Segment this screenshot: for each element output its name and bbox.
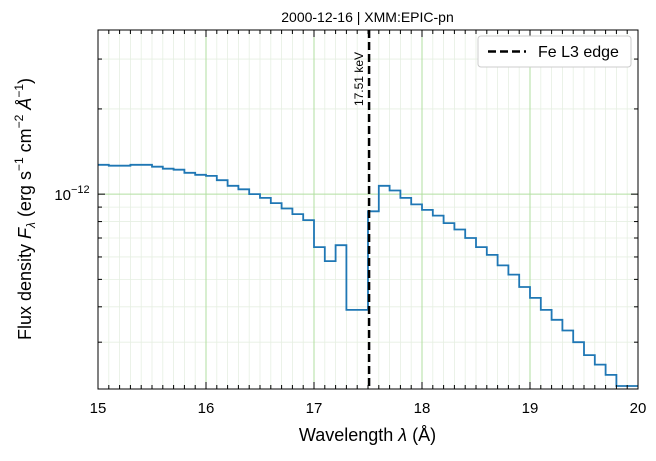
fe-l3-edge-label: 17.51 keV [352,52,366,106]
x-tick-label: 20 [630,400,647,417]
series-step-line [98,163,638,387]
legend: Fe L3 edge [477,35,632,68]
legend-label-fe-l3-edge: Fe L3 edge [538,44,619,61]
annotation-layer: 17.51 keV [352,30,371,389]
ticks-layer: 15 16 17 18 19 20 10−12 [54,30,646,417]
y-axis-label: Flux density Fλ (erg s−1 cm−2 Å−1) [12,78,38,340]
series-layer [98,163,638,387]
x-tick-label: 19 [522,400,539,417]
x-axis-label: Wavelength λ (Å) [299,425,436,445]
x-tick-label: 15 [90,400,107,417]
y-tick-label: 10−12 [54,184,89,204]
chart-title: 2000-12-16 | XMM:EPIC-pn [281,9,454,25]
legend-box [477,35,632,68]
x-tick-label: 18 [414,400,431,417]
x-tick-label: 16 [198,400,215,417]
x-tick-label: 17 [306,400,323,417]
